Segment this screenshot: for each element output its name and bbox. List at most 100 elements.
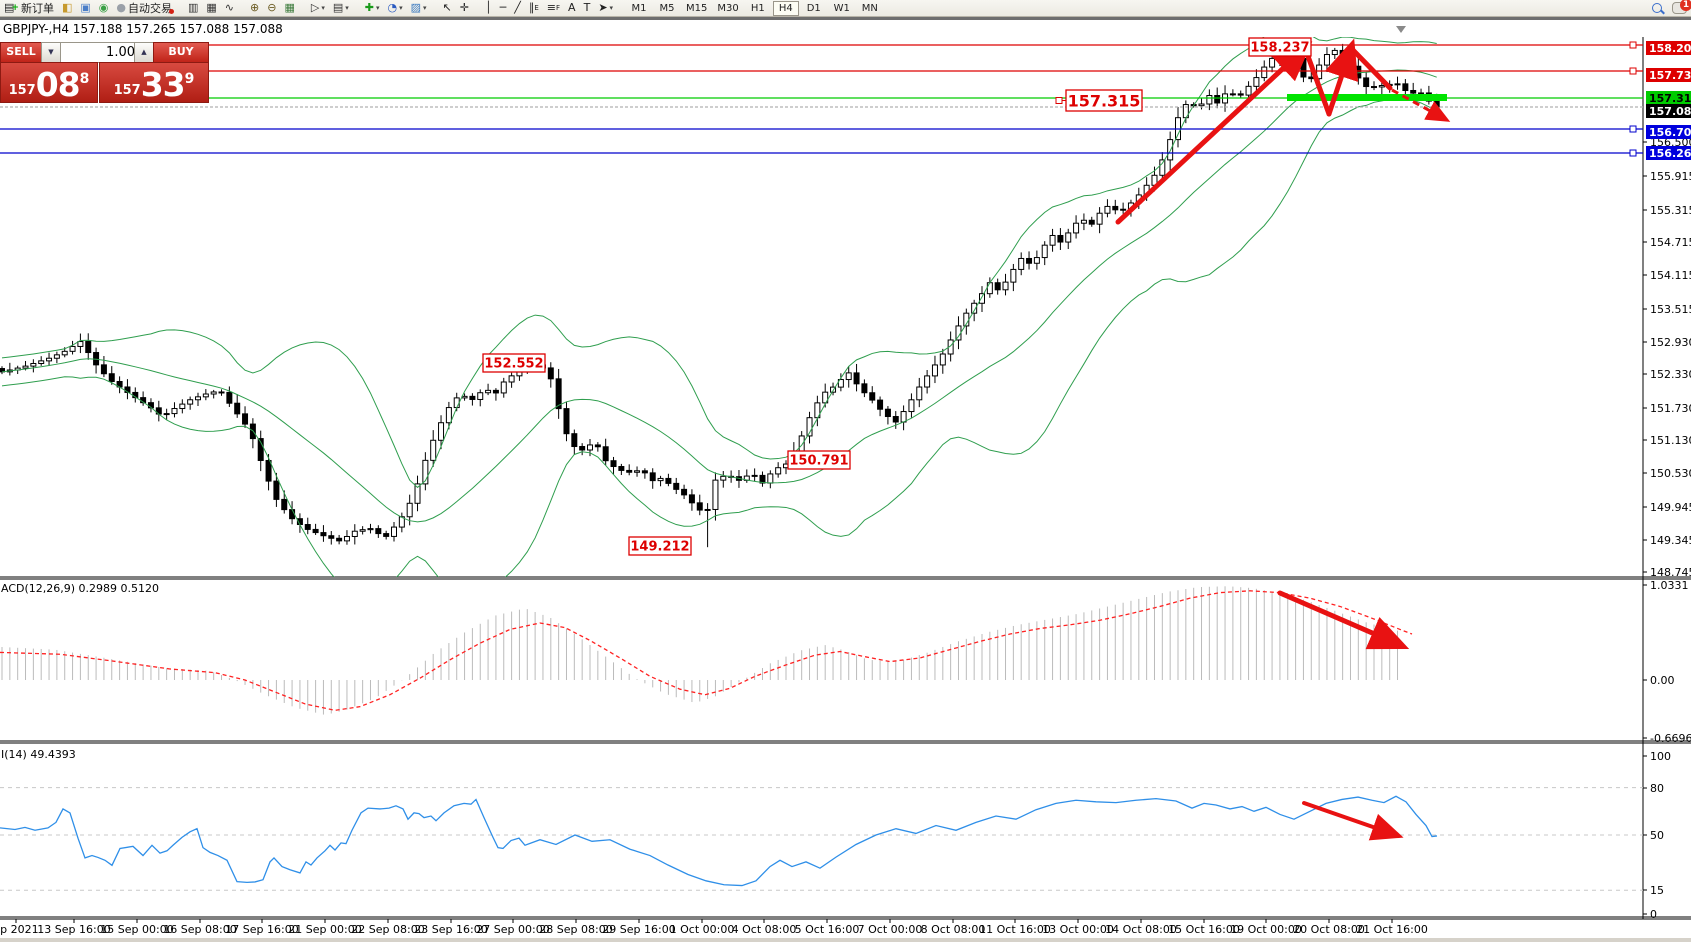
trend-arrow-segment[interactable] (1115, 41, 1313, 225)
candle-body (1355, 65, 1362, 79)
candle-body (234, 402, 241, 415)
alerts-button[interactable]: ◉ (96, 1, 112, 15)
periods-button[interactable]: ◔ ▾ (385, 1, 406, 15)
chart-canvas[interactable]: 158.237 157.315 152.552 150.791 149.212 ACD(1… (0, 20, 1691, 942)
timeframe-m15-button[interactable]: M15 (686, 2, 708, 14)
timeframe-w1-button[interactable]: W1 (833, 2, 850, 14)
candle-body (1088, 219, 1095, 225)
auto-trading-button[interactable]: ● 自动交易 (113, 1, 175, 15)
equidistant-channel-button[interactable]: ∥ E (526, 1, 542, 15)
chart-window[interactable]: 158.237 157.315 152.552 150.791 149.212 ACD(1… (0, 20, 1691, 942)
price-callout-box[interactable] (1248, 37, 1312, 57)
candlestick-chart-button[interactable]: ▦ (203, 1, 219, 15)
trend-arrow-segment[interactable] (1302, 45, 1332, 117)
level-line-handle[interactable] (1629, 67, 1637, 75)
trendline-button[interactable]: ╱ (511, 1, 524, 15)
price-callout-box[interactable] (482, 353, 546, 373)
new-order-button[interactable]: ▤ + 新订单 (1, 1, 57, 15)
candle-body (422, 459, 429, 485)
candle-body (618, 466, 625, 471)
chevron-down-icon: ▾ (423, 4, 427, 12)
buy-button[interactable]: BUY (153, 42, 209, 63)
rsi-down-arrow[interactable] (1302, 801, 1404, 841)
zoom-out-button[interactable]: ⊖ (264, 1, 279, 15)
candle-body (1010, 268, 1017, 283)
bar-chart-button[interactable]: ▥ (185, 1, 201, 15)
timeframe-h1-button[interactable]: H1 (750, 2, 765, 14)
timeframe-d1-button[interactable]: D1 (806, 2, 821, 14)
timeframe-m5-button[interactable]: M5 (659, 2, 675, 14)
candle-body (242, 413, 249, 425)
candle-body (641, 470, 648, 474)
timeframe-m30-button[interactable]: M30 (717, 2, 739, 14)
candle-body (837, 379, 844, 388)
sell-price-quote[interactable]: 157 08 8 (0, 62, 98, 103)
chart-shift-marker[interactable] (1396, 26, 1406, 33)
level-line-handle[interactable] (1629, 125, 1637, 133)
candle-body (994, 282, 1001, 291)
profiles-button[interactable]: ▤ ▾ (330, 1, 352, 15)
chart-properties-button[interactable]: ◧ (59, 1, 75, 15)
candle-body (602, 446, 609, 462)
macd-tick-label: -0.6696 (1650, 732, 1691, 745)
candle-body (1057, 234, 1064, 243)
cursor-button[interactable]: ↖ (440, 1, 455, 15)
candle-body (1394, 83, 1401, 86)
level-line-handle[interactable] (1629, 149, 1637, 157)
line-chart-button[interactable]: ∿ (222, 1, 237, 15)
price-callout-box[interactable] (787, 450, 851, 470)
trend-arrow-segment[interactable] (1348, 45, 1393, 91)
price-badge-label: 157.088 (1649, 105, 1691, 118)
price-callout-box[interactable] (628, 536, 692, 556)
candle-body (806, 417, 813, 437)
macd-down-arrow[interactable] (1277, 590, 1410, 650)
arrows-button[interactable]: ➤ ▾ (595, 1, 616, 15)
fibonacci-button[interactable]: ≡ F (544, 1, 563, 15)
level-line-handle[interactable] (1629, 41, 1637, 49)
candle-body (704, 508, 711, 511)
price-tick-label: 150.530 (1650, 467, 1691, 480)
sell-button[interactable]: SELL (0, 42, 42, 63)
projection-arrow-dashed[interactable] (1391, 88, 1451, 122)
indicators-button[interactable]: ✚ ▾ (362, 1, 383, 15)
sell-price-main: 08 (35, 65, 81, 104)
zoom-in-button[interactable]: ⊕ (247, 1, 262, 15)
support-highlight-bar[interactable] (1287, 94, 1447, 101)
candle-body (1033, 257, 1040, 264)
chat-icon[interactable]: 1 (1672, 0, 1691, 14)
vertical-line-button[interactable]: │ (482, 1, 495, 15)
candle-body (555, 378, 562, 410)
search-icon[interactable] (1652, 3, 1662, 13)
tile-windows-button[interactable]: ▦ (281, 1, 297, 15)
text-button[interactable]: A (565, 1, 579, 15)
timeframe-h4-button[interactable]: H4 (772, 0, 799, 16)
volume-decrease-button[interactable]: ▼ (41, 42, 61, 63)
candle-body (438, 422, 445, 441)
crosshair-button[interactable]: ✛ (457, 1, 472, 15)
timeframe-m1-button[interactable]: M1 (631, 2, 647, 14)
time-label: 23 Sep 16:00 (414, 923, 487, 936)
new-chart-button[interactable]: ▷ ▾ (308, 1, 328, 15)
candle-body (869, 392, 876, 401)
text-label-button[interactable]: T (581, 1, 594, 15)
candle-body (289, 509, 296, 520)
buy-price-quote[interactable]: 157 33 9 (99, 62, 209, 103)
volume-input[interactable] (60, 42, 140, 63)
price-tick-label: 151.730 (1650, 402, 1691, 415)
time-label: 16 Sep 08:00 (163, 923, 236, 936)
plus-icon: + (11, 3, 19, 13)
candle-body (884, 408, 891, 418)
trend-arrow-segment[interactable] (1324, 38, 1359, 117)
candle-body (916, 386, 923, 401)
templates-button[interactable]: ▨ ▾ (408, 1, 430, 15)
timeframe-mn-button[interactable]: MN (861, 2, 878, 14)
horizontal-line-button[interactable]: ─ (497, 1, 510, 15)
candle-body (908, 399, 915, 413)
volume-increase-button[interactable]: ▲ (134, 42, 154, 63)
time-label: 15 Oct 16:00 (1168, 923, 1240, 936)
price-callout-box[interactable] (1065, 89, 1143, 112)
window-bottom-edge (0, 938, 1691, 942)
candle-body (986, 282, 993, 295)
publish-button[interactable]: ▣ (77, 1, 93, 15)
candle-body (1300, 57, 1307, 78)
